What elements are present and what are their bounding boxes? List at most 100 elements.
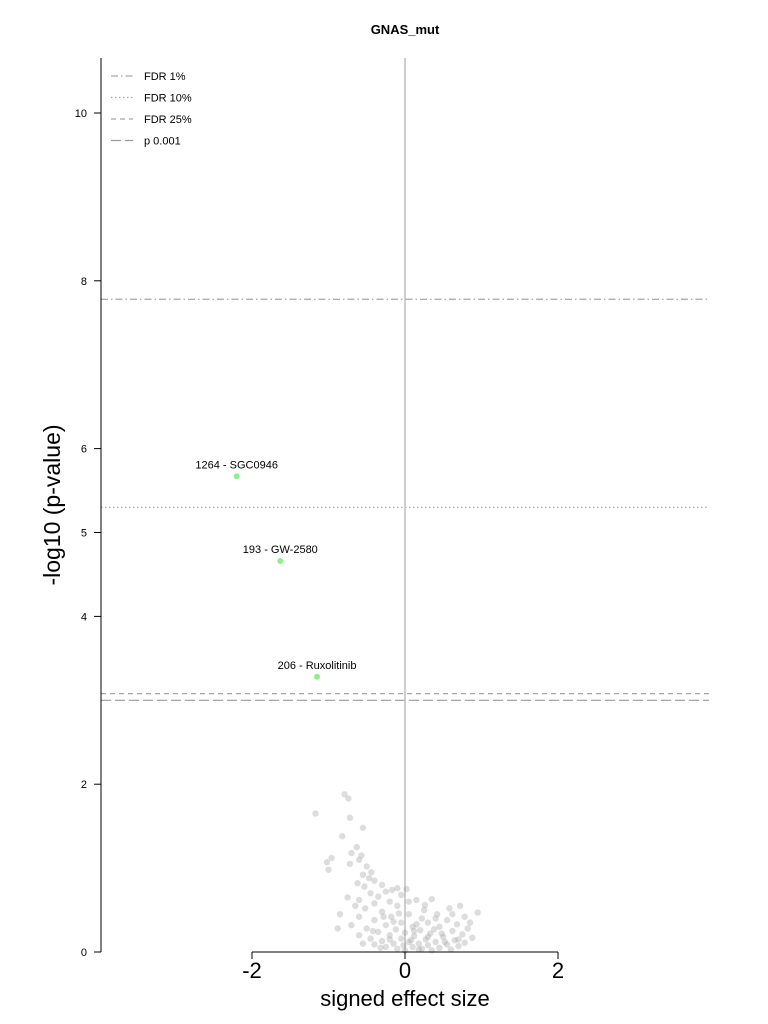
background-point — [328, 854, 335, 862]
background-point — [336, 911, 344, 918]
background-point — [455, 936, 462, 943]
background-point — [355, 896, 363, 904]
highlighted-point-label-2: 206 - Ruxolitinib — [278, 660, 357, 672]
background-point — [456, 902, 464, 910]
background-point — [455, 942, 462, 950]
legend-label-3: p 0.001 — [144, 136, 181, 148]
x-axis-ticks: -2 0 2 — [242, 952, 564, 983]
background-point — [397, 891, 405, 899]
y-tick-label: 5 — [81, 528, 87, 540]
highlighted-point-label-1: 193 - GW-2580 — [243, 544, 318, 556]
background-point — [405, 938, 413, 946]
background-point — [407, 937, 415, 944]
background-point — [430, 926, 438, 933]
background-point — [375, 893, 382, 900]
background-point — [378, 908, 386, 915]
background-point — [409, 923, 416, 931]
background-point — [461, 939, 468, 946]
background-point — [368, 869, 375, 876]
background-point — [440, 933, 447, 941]
background-point — [377, 944, 384, 952]
background-point — [386, 932, 393, 939]
background-point — [380, 913, 387, 920]
background-point — [394, 885, 401, 892]
background-point — [353, 843, 361, 851]
background-point — [432, 938, 439, 946]
background-point — [362, 905, 369, 912]
background-point — [363, 863, 370, 870]
background-point — [421, 901, 429, 909]
background-point — [339, 833, 346, 840]
background-point — [323, 859, 331, 866]
background-point — [334, 925, 341, 932]
background-point — [382, 943, 390, 951]
background-point — [346, 814, 354, 821]
background-point — [409, 943, 416, 951]
background-point — [367, 890, 374, 897]
background-point — [403, 885, 410, 893]
background-point — [447, 946, 455, 953]
highlighted-points: 1264 - SGC0946 193 - GW-2580 206 - Ruxolit… — [195, 459, 356, 680]
background-point — [443, 916, 451, 924]
y-tick-label: 2 — [81, 779, 87, 791]
background-point — [386, 936, 393, 943]
background-point — [424, 942, 432, 949]
background-point — [354, 880, 361, 887]
background-point — [461, 913, 468, 920]
background-point — [428, 947, 435, 954]
legend-label-0: FDR 1% — [144, 71, 186, 83]
background-point — [464, 925, 471, 932]
background-point — [410, 932, 418, 940]
background-points — [312, 791, 481, 954]
background-point — [405, 898, 413, 905]
background-point — [466, 919, 474, 926]
background-point — [358, 852, 365, 859]
background-point — [355, 856, 363, 863]
background-point — [325, 866, 332, 873]
background-point — [436, 923, 443, 931]
background-point — [390, 918, 397, 925]
background-point — [344, 894, 351, 901]
background-point — [433, 911, 441, 918]
background-point — [345, 795, 352, 802]
background-point — [432, 915, 439, 922]
background-point — [451, 937, 458, 944]
y-tick-label: 10 — [75, 108, 87, 120]
x-tick-label: -2 — [242, 958, 262, 983]
y-axis-label: -log10 (p-value) — [39, 424, 65, 585]
background-point — [355, 913, 363, 920]
background-point — [388, 886, 396, 894]
background-point — [369, 927, 377, 935]
background-point — [449, 911, 456, 918]
background-point — [386, 898, 393, 905]
background-point — [469, 934, 476, 941]
x-axis-label: signed effect size — [320, 986, 490, 1011]
y-tick-label: 6 — [81, 444, 87, 456]
background-point — [359, 940, 367, 947]
background-point — [395, 910, 403, 917]
background-point — [449, 927, 456, 935]
y-tick-label: 8 — [81, 276, 87, 288]
highlighted-point-0 — [233, 473, 240, 480]
background-point — [459, 931, 466, 938]
background-point — [378, 881, 386, 889]
background-point — [427, 930, 434, 937]
background-point — [428, 895, 435, 903]
background-point — [441, 938, 448, 946]
background-point — [394, 902, 401, 910]
background-point — [341, 791, 348, 798]
background-point — [367, 935, 374, 942]
legend-label-1: FDR 10% — [144, 93, 192, 105]
y-tick-label: 0 — [81, 947, 87, 959]
background-point — [420, 906, 428, 914]
highlighted-point-2 — [314, 673, 321, 680]
background-point — [375, 928, 382, 936]
background-point — [382, 888, 390, 895]
background-point — [438, 930, 445, 937]
background-point — [401, 929, 409, 936]
background-point — [346, 860, 354, 868]
background-point — [388, 913, 395, 920]
background-point — [397, 919, 405, 926]
background-point — [348, 849, 355, 857]
legend: FDR 1% FDR 10% FDR 25% p 0.001 — [111, 71, 192, 148]
